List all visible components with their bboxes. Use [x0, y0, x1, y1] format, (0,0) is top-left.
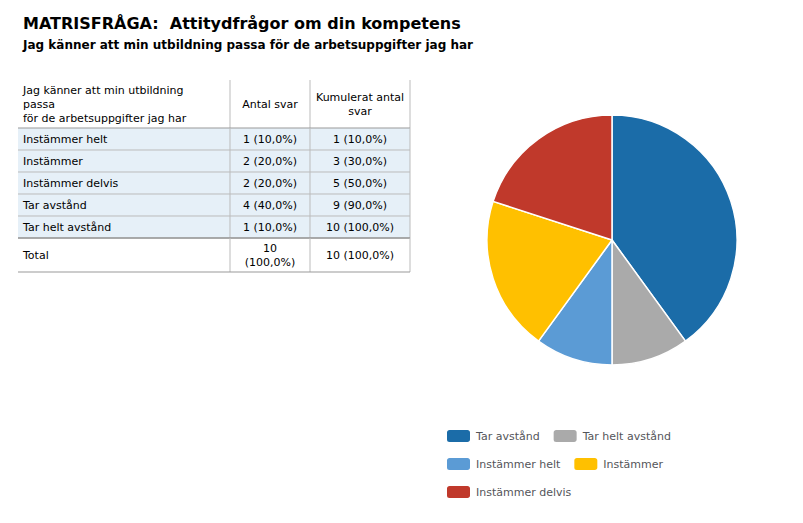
svg-text:3 (30,0%): 3 (30,0%) — [333, 155, 387, 168]
svg-text:1 (10,0%): 1 (10,0%) — [333, 133, 387, 146]
svg-text:Jag känner att min utbildning: Jag känner att min utbildning passa för … — [22, 38, 473, 52]
svg-text:Kumulerat antal: Kumulerat antal — [316, 91, 404, 104]
svg-text:Total: Total — [22, 249, 49, 262]
svg-text:5 (50,0%): 5 (50,0%) — [333, 177, 387, 190]
svg-text:MATRISFRÅGA: Attitydfrågor om: MATRISFRÅGA: Attitydfrågor om din kompet… — [23, 14, 461, 33]
svg-text:10 (100,0%): 10 (100,0%) — [326, 249, 394, 262]
svg-text:1 (10,0%): 1 (10,0%) — [243, 133, 297, 146]
svg-text:Tar avstånd: Tar avstånd — [475, 430, 540, 443]
svg-text:2 (20,0%): 2 (20,0%) — [243, 177, 297, 190]
svg-text:Instämmer helt: Instämmer helt — [476, 458, 561, 471]
svg-text:Instämmer delvis: Instämmer delvis — [476, 486, 572, 499]
svg-text:(100,0%): (100,0%) — [245, 256, 296, 269]
svg-text:10: 10 — [263, 242, 277, 255]
svg-text:Tar helt avstånd: Tar helt avstånd — [582, 430, 671, 443]
svg-text:för de arbetsuppgifter jag har: för de arbetsuppgifter jag har — [23, 112, 187, 125]
svg-text:10 (100,0%): 10 (100,0%) — [326, 221, 394, 234]
svg-text:Instämmer: Instämmer — [23, 155, 83, 168]
svg-text:2 (20,0%): 2 (20,0%) — [243, 155, 297, 168]
svg-text:Jag känner att min utbildning: Jag känner att min utbildning — [22, 84, 184, 97]
svg-text:svar: svar — [348, 105, 372, 118]
svg-text:passa: passa — [23, 98, 55, 111]
svg-text:Instämmer delvis: Instämmer delvis — [23, 177, 119, 190]
svg-text:Antal svar: Antal svar — [242, 98, 298, 111]
svg-text:1 (10,0%): 1 (10,0%) — [243, 221, 297, 234]
svg-text:4 (40,0%): 4 (40,0%) — [243, 199, 297, 212]
svg-text:Instämmer: Instämmer — [603, 458, 663, 471]
svg-text:Instämmer helt: Instämmer helt — [23, 133, 108, 146]
svg-text:Tar avstånd: Tar avstånd — [22, 199, 87, 212]
svg-text:Tar helt avstånd: Tar helt avstånd — [22, 221, 111, 234]
svg-text:9 (90,0%): 9 (90,0%) — [333, 199, 387, 212]
